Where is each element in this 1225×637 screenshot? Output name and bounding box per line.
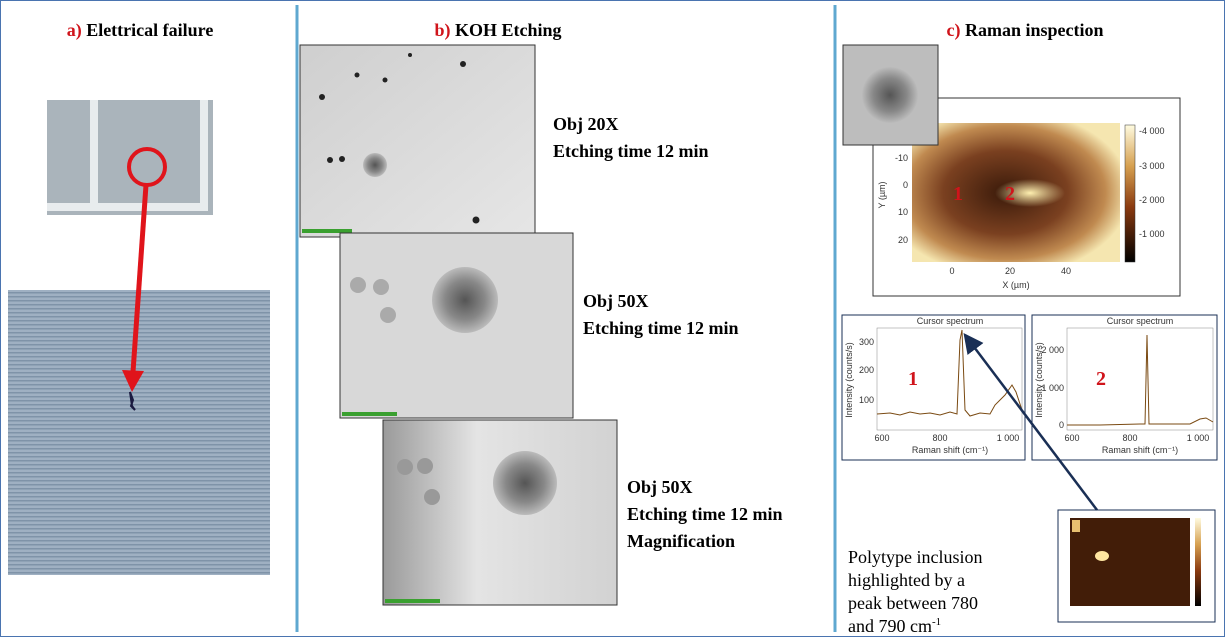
caption: Etching time 12 min	[553, 141, 709, 161]
tick-label: 1 000	[997, 433, 1020, 443]
note-line: highlighted by a	[848, 570, 965, 590]
tick-label: -2 000	[1139, 195, 1165, 205]
axis-label: X (µm)	[1002, 280, 1029, 290]
tick-label: 600	[1064, 433, 1079, 443]
micrograph	[8, 290, 270, 575]
tick-label: -4 000	[1139, 126, 1165, 136]
panel-title: b) KOH Etching	[434, 20, 561, 41]
note-line: and 790 cm-1	[848, 616, 941, 636]
spectrum-marker: 1	[908, 368, 918, 390]
axis-label: Y (µm)	[877, 181, 887, 208]
tick-label: 800	[932, 433, 947, 443]
caption: Obj 50X	[583, 291, 649, 311]
superscript: -1	[932, 616, 941, 628]
spectrum-title: Cursor spectrum	[917, 316, 984, 326]
panel-label: a)	[67, 20, 82, 41]
panel-title-text: Elettrical failure	[86, 20, 213, 40]
micrograph	[300, 45, 535, 237]
caption: Magnification	[627, 531, 735, 551]
tick-label: 0	[903, 180, 908, 190]
spectrum-title: Cursor spectrum	[1107, 316, 1174, 326]
caption: Obj 20X	[553, 114, 619, 134]
panel-title-text: KOH Etching	[455, 20, 562, 40]
figure: a) Elettrical failure b) KOH Etching Obj…	[0, 0, 1225, 637]
tick-label: -10	[895, 153, 908, 163]
tick-label: -1 000	[1139, 229, 1165, 239]
note-line: Polytype inclusion	[848, 547, 983, 567]
axis-label: Raman shift (cm⁻¹)	[1102, 445, 1178, 455]
note-text: and 790 cm	[848, 616, 932, 636]
tick-label: 10	[898, 207, 908, 217]
tick-label: 40	[1061, 266, 1071, 276]
tick-label: 1 000	[1041, 383, 1064, 393]
tick-label: 200	[859, 365, 874, 375]
note-line: peak between 780	[848, 593, 978, 613]
map-marker: 2	[1005, 183, 1015, 205]
axis-label: Raman shift (cm⁻¹)	[912, 445, 988, 455]
tick-label: 600	[874, 433, 889, 443]
micrograph	[340, 233, 573, 418]
tick-label: -3 000	[1139, 161, 1165, 171]
panel-title: c) Raman inspection	[947, 20, 1104, 41]
tick-label: 0	[1059, 420, 1064, 430]
panel-label: b)	[434, 20, 450, 41]
spectrum-marker: 2	[1096, 368, 1106, 390]
map-marker: 1	[953, 183, 963, 205]
micrograph	[47, 100, 213, 215]
heatmap	[912, 123, 1120, 262]
panel-label: c)	[947, 20, 961, 41]
caption: Obj 50X	[627, 477, 693, 497]
caption: Etching time 12 min	[583, 318, 739, 338]
axis-label: Intensity (counts/s)	[844, 342, 854, 418]
caption: Etching time 12 min	[627, 504, 783, 524]
tick-label: 0	[949, 266, 954, 276]
panel-title: a) Elettrical failure	[67, 20, 214, 41]
small-map	[1058, 510, 1215, 622]
colorbar	[1125, 125, 1135, 262]
pit	[862, 67, 918, 123]
panel-title-text: Raman inspection	[965, 20, 1104, 40]
tick-label: 20	[1005, 266, 1015, 276]
tick-label: 1 000	[1187, 433, 1210, 443]
tick-label: 2 000	[1041, 345, 1064, 355]
micrograph	[383, 420, 617, 605]
tick-label: 800	[1122, 433, 1137, 443]
tick-label: 20	[898, 235, 908, 245]
tick-label: 300	[859, 337, 874, 347]
tick-label: 100	[859, 395, 874, 405]
